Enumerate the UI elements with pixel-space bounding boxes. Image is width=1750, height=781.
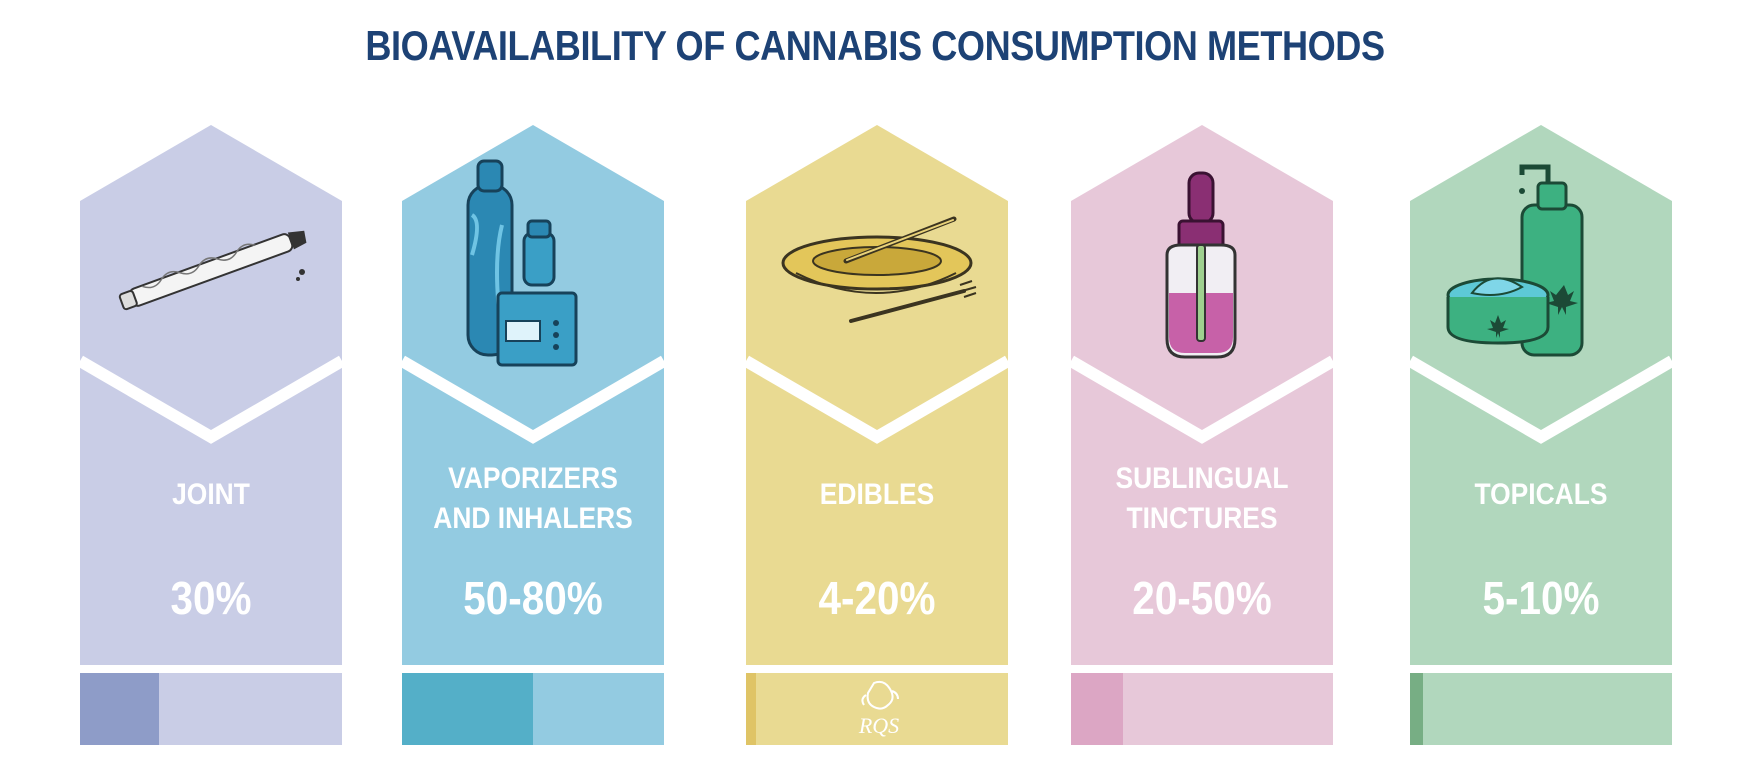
method-label-line: JOINT: [172, 478, 250, 511]
bioavailability-value: 4-20%: [818, 572, 936, 624]
bioavailability-value: 30%: [170, 572, 252, 624]
method-label-line: VAPORIZERS: [448, 462, 618, 495]
bioavailability-bar-fill: [402, 673, 533, 745]
edibles-plate-icon: [781, 216, 977, 323]
bioavailability-value: 50-80%: [463, 572, 603, 624]
method-label: JOINT: [96, 475, 327, 515]
bioavailability-bar-fill: [80, 673, 159, 745]
card-background: [1410, 125, 1672, 665]
svg-text:RQS: RQS: [858, 713, 899, 738]
bioavailability-bar-fill: [746, 673, 757, 745]
dropper-bottle-icon: [1165, 171, 1237, 359]
card-background: [1071, 125, 1333, 665]
method-label: VAPORIZERS AND INHALERS: [418, 459, 649, 539]
bioavailability-bar: [1071, 673, 1333, 745]
method-card-vaporizers: VAPORIZERS AND INHALERS 50-80%: [402, 125, 664, 745]
bioavailability-bar-fill: [1410, 673, 1424, 745]
method-label-line: TINCTURES: [1126, 502, 1278, 535]
bioavailability-bar: RQS: [746, 673, 1008, 745]
page-title: BIOAVAILABILITY OF CANNABIS CONSUMPTION …: [365, 22, 1385, 69]
bioavailability-bar-fill: [1071, 673, 1124, 745]
method-card-topicals: TOPICALS 5-10%: [1410, 125, 1672, 745]
method-label-line: AND INHALERS: [433, 502, 633, 535]
joint-icon: [118, 230, 307, 311]
method-label-line: SUBLINGUAL: [1115, 462, 1289, 495]
method-label-line: TOPICALS: [1474, 478, 1608, 511]
method-card-tinctures: SUBLINGUAL TINCTURES 20-50%: [1071, 125, 1333, 745]
card-background: [80, 125, 342, 665]
method-label: TOPICALS: [1426, 475, 1657, 515]
lion-logo-icon: RQS: [858, 680, 899, 738]
bioavailability-bar: [1410, 673, 1672, 745]
bioavailability-bar: [80, 673, 342, 745]
method-card-joint: JOINT 30%: [80, 125, 342, 745]
bioavailability-bar: [402, 673, 664, 745]
vaporizer-icon: [466, 159, 578, 367]
method-card-edibles: EDIBLES 4-20% RQS: [746, 125, 1008, 745]
method-label-line: EDIBLES: [819, 478, 935, 511]
method-label: SUBLINGUAL TINCTURES: [1087, 459, 1318, 539]
bioavailability-value: 20-50%: [1132, 572, 1272, 624]
bioavailability-value: 5-10%: [1482, 572, 1600, 624]
method-label: EDIBLES: [762, 475, 993, 515]
cream-bottle-icon: [1446, 164, 1584, 357]
